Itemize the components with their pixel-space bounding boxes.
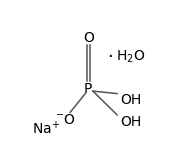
- Text: P: P: [84, 82, 93, 96]
- Text: OH: OH: [120, 93, 142, 107]
- Text: $^{-}$O: $^{-}$O: [55, 113, 76, 127]
- Text: Na$^{+}$: Na$^{+}$: [32, 120, 60, 137]
- Text: H$_2$O: H$_2$O: [116, 49, 145, 65]
- Text: OH: OH: [120, 115, 142, 129]
- Text: O: O: [83, 31, 94, 45]
- Text: ·: ·: [107, 48, 113, 66]
